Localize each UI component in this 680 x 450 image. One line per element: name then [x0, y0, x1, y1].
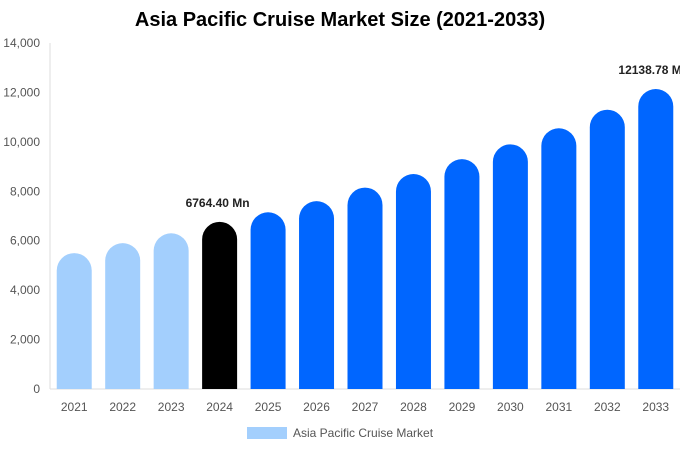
y-tick-label: 10,000	[3, 135, 40, 149]
x-tick-label: 2030	[497, 400, 524, 414]
bar-2021	[56, 253, 92, 389]
bar-2023	[153, 233, 189, 389]
legend-label: Asia Pacific Cruise Market	[293, 426, 434, 440]
legend-swatch	[247, 427, 287, 439]
x-tick-label: 2029	[449, 400, 476, 414]
x-tick-label: 2025	[255, 400, 282, 414]
y-tick-label: 6,000	[10, 234, 40, 248]
data-label: 12138.78 Mn	[618, 63, 680, 77]
legend[interactable]: Asia Pacific Cruise Market	[247, 425, 433, 441]
y-tick-label: 8,000	[10, 184, 40, 198]
bar-2027	[347, 187, 383, 389]
y-tick-label: 12,000	[3, 85, 40, 99]
y-tick-label: 14,000	[3, 36, 40, 50]
bar-2032	[589, 109, 625, 389]
x-tick-label: 2026	[303, 400, 330, 414]
y-tick-label: 2,000	[10, 333, 40, 347]
x-tick-label: 2021	[61, 400, 88, 414]
chart-bars	[56, 88, 674, 390]
x-tick-label: 2023	[158, 400, 185, 414]
bar-2028	[395, 173, 431, 389]
data-label: 6764.40 Mn	[186, 196, 250, 210]
chart-labels: 6764.40 Mn 12138.78 Mn	[186, 63, 680, 210]
bar-2026	[299, 201, 335, 389]
bar-2025	[250, 212, 286, 389]
x-tick-label: 2024	[206, 400, 233, 414]
chart-axes: 0 2,000 4,000 6,000 8,000 10,000 12,000 14,000 2…	[3, 36, 680, 414]
x-tick-label: 2027	[352, 400, 379, 414]
x-tick-label: 2028	[400, 400, 427, 414]
bar-2024	[202, 221, 238, 389]
bar-2033	[638, 88, 674, 390]
bar-2022	[105, 243, 141, 389]
x-tick-label: 2032	[594, 400, 621, 414]
bar-2030	[492, 144, 528, 389]
bar-2031	[541, 128, 577, 389]
x-tick-label: 2022	[109, 400, 136, 414]
chart-title: Asia Pacific Cruise Market Size (2021-20…	[134, 9, 546, 31]
bar-2029	[444, 159, 480, 389]
y-tick-label: 4,000	[10, 283, 40, 297]
x-tick-label: 2031	[545, 400, 572, 414]
y-tick-label: 0	[33, 382, 40, 396]
x-tick-label: 2033	[642, 400, 669, 414]
